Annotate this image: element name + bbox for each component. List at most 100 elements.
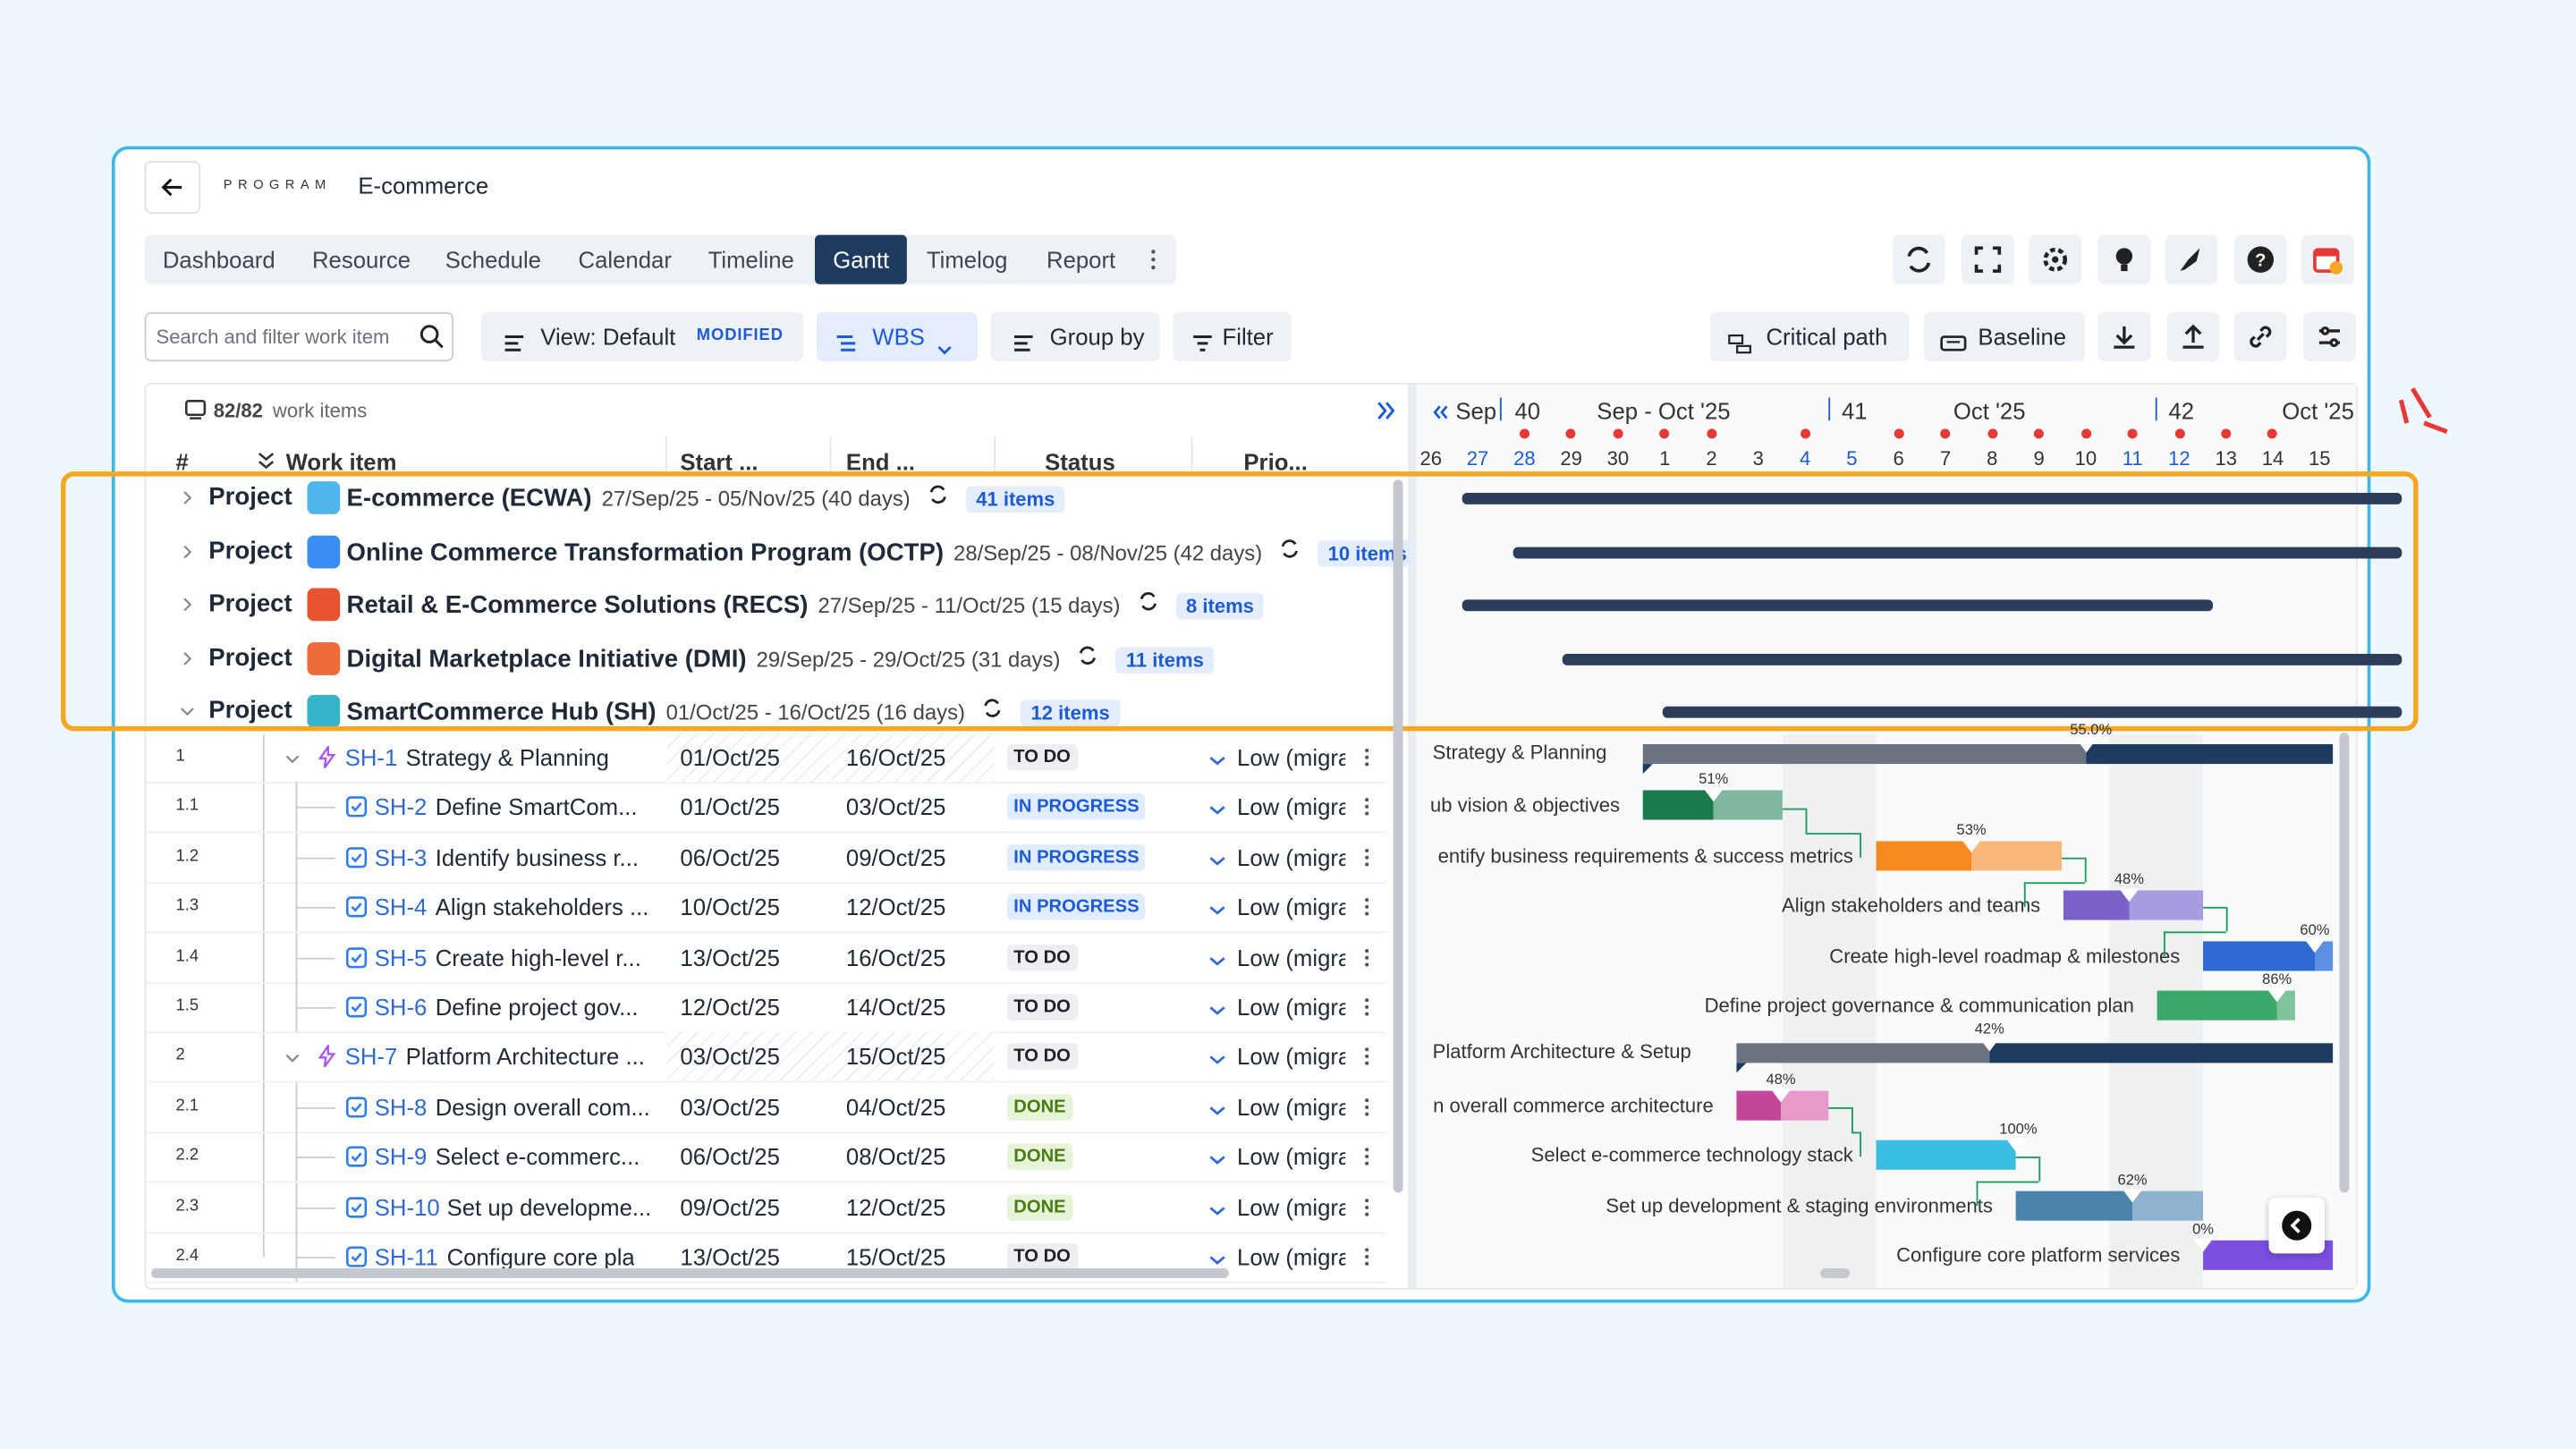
project-name[interactable]: Digital Marketplace Initiative (DMI) (346, 644, 747, 674)
wbs-button[interactable]: WBS (816, 311, 978, 362)
task-title[interactable]: Strategy & Planning (405, 744, 609, 771)
icon[interactable] (283, 748, 302, 767)
icon[interactable] (1355, 996, 1378, 1019)
item-badge[interactable]: 8 items (1175, 593, 1264, 620)
icon[interactable] (1355, 1146, 1378, 1169)
h-scrollbar[interactable] (150, 1267, 1229, 1278)
column-header[interactable]: End ... (845, 448, 916, 475)
status-badge[interactable]: IN PROGRESS (1006, 843, 1146, 871)
task-key[interactable]: SH-6 (374, 994, 428, 1021)
status-badge[interactable]: DONE (1006, 1093, 1072, 1121)
task-title[interactable]: Define project gov... (435, 994, 639, 1021)
task-key[interactable]: SH-3 (374, 843, 428, 871)
status-badge[interactable]: IN PROGRESS (1006, 894, 1146, 920)
tab[interactable]: Schedule (445, 246, 542, 273)
task-title[interactable]: Design overall com... (435, 1093, 649, 1121)
task-title[interactable]: Configure core pla (446, 1243, 635, 1270)
tab[interactable]: Timelog (926, 246, 1008, 273)
task-title[interactable]: Align stakeholders ... (435, 894, 649, 920)
task-title[interactable]: Set up developme... (446, 1193, 652, 1220)
icon[interactable] (1140, 247, 1166, 273)
status-badge[interactable]: DONE (1006, 1143, 1072, 1171)
status-badge[interactable]: TO DO (1006, 1243, 1078, 1270)
sync-icon[interactable] (981, 697, 1004, 720)
icon-button[interactable] (2165, 234, 2218, 284)
icon-button[interactable] (1892, 234, 1945, 284)
icon[interactable] (1431, 401, 1451, 420)
icon[interactable] (1374, 397, 1400, 423)
icon-button[interactable] (2233, 311, 2287, 362)
sync-icon[interactable] (927, 483, 950, 506)
task-key[interactable]: SH-4 (374, 894, 428, 920)
status-badge[interactable]: TO DO (1006, 944, 1078, 970)
sync-icon[interactable] (1137, 589, 1160, 613)
project-name[interactable]: SmartCommerce Hub (SH) (346, 698, 657, 726)
critical-path-button[interactable]: Critical path (1710, 311, 1910, 362)
status-badge[interactable]: TO DO (1006, 744, 1078, 771)
icon[interactable] (1355, 945, 1378, 969)
icon[interactable] (283, 1047, 302, 1067)
search-box[interactable]: Search and filter work item (144, 311, 453, 362)
icon-button[interactable]: ? (2233, 234, 2287, 284)
tab[interactable]: Gantt (833, 246, 890, 273)
tab[interactable]: Calendar (578, 246, 672, 273)
project-name[interactable]: E-commerce (ECWA) (346, 484, 592, 513)
status-badge[interactable]: TO DO (1006, 994, 1078, 1021)
task-title[interactable]: Identify business r... (435, 843, 640, 871)
task-title[interactable]: Create high-level r... (435, 944, 641, 970)
icon[interactable] (255, 450, 278, 473)
task-key[interactable]: SH-11 (374, 1243, 438, 1270)
icon[interactable] (1355, 895, 1378, 919)
sync-icon[interactable] (1077, 643, 1100, 666)
baseline-button[interactable]: Baseline (1923, 311, 2085, 362)
icon[interactable] (177, 647, 197, 666)
view-button[interactable]: View: Default MODIFIED (481, 311, 804, 362)
task-title[interactable]: Select e-commerc... (435, 1143, 640, 1171)
task-title[interactable]: Platform Architecture ... (405, 1044, 645, 1071)
icon-button[interactable] (1962, 234, 2014, 284)
icon[interactable] (1355, 746, 1378, 769)
icon[interactable] (177, 487, 197, 506)
v-scrollbar[interactable] (1393, 479, 1403, 1193)
icon[interactable] (177, 699, 197, 719)
project-name[interactable]: Retail & E-Commerce Solutions (RECS) (346, 591, 809, 620)
scroll-today-button[interactable] (2268, 1197, 2325, 1254)
h-scrollbar[interactable] (1820, 1267, 1851, 1278)
filter-button[interactable]: Filter (1173, 311, 1292, 362)
column-header[interactable]: Prio... (1243, 448, 1308, 475)
column-header[interactable]: Start ... (680, 448, 758, 475)
column-header[interactable]: # (175, 448, 189, 475)
task-key[interactable]: SH-2 (374, 793, 428, 821)
tab[interactable]: Dashboard (162, 246, 275, 273)
icon[interactable] (1355, 846, 1378, 869)
icon-button[interactable] (2097, 311, 2151, 362)
v-scrollbar[interactable] (2339, 733, 2350, 1193)
icon-button[interactable] (2097, 234, 2151, 284)
status-badge[interactable]: IN PROGRESS (1006, 793, 1146, 821)
tab[interactable]: Timeline (708, 246, 794, 273)
task-key[interactable]: SH-7 (344, 1044, 398, 1071)
item-badge[interactable]: 11 items (1115, 646, 1214, 674)
status-badge[interactable]: DONE (1006, 1193, 1072, 1220)
status-badge[interactable]: TO DO (1006, 1044, 1078, 1071)
icon[interactable] (177, 539, 197, 559)
back-button[interactable] (144, 160, 201, 214)
icon[interactable] (177, 593, 197, 613)
sync-icon[interactable] (1279, 537, 1302, 560)
task-key[interactable]: SH-1 (344, 744, 398, 771)
tab[interactable]: Report (1046, 246, 1116, 273)
group-button[interactable]: Group by (990, 311, 1160, 362)
task-title[interactable]: Define SmartCom... (435, 793, 638, 821)
icon-button[interactable] (2029, 234, 2082, 284)
task-key[interactable]: SH-10 (374, 1193, 440, 1220)
icon[interactable] (1355, 1046, 1378, 1069)
item-badge[interactable]: 41 items (966, 486, 1065, 513)
icon[interactable] (1355, 1245, 1378, 1268)
icon-button[interactable] (2165, 311, 2219, 362)
icon[interactable] (1355, 1195, 1378, 1218)
item-badge[interactable]: 12 items (1021, 699, 1120, 726)
column-header[interactable]: Status (1045, 448, 1115, 475)
icon[interactable] (1355, 796, 1378, 819)
icon-button[interactable] (2301, 234, 2355, 284)
task-key[interactable]: SH-9 (374, 1143, 428, 1171)
